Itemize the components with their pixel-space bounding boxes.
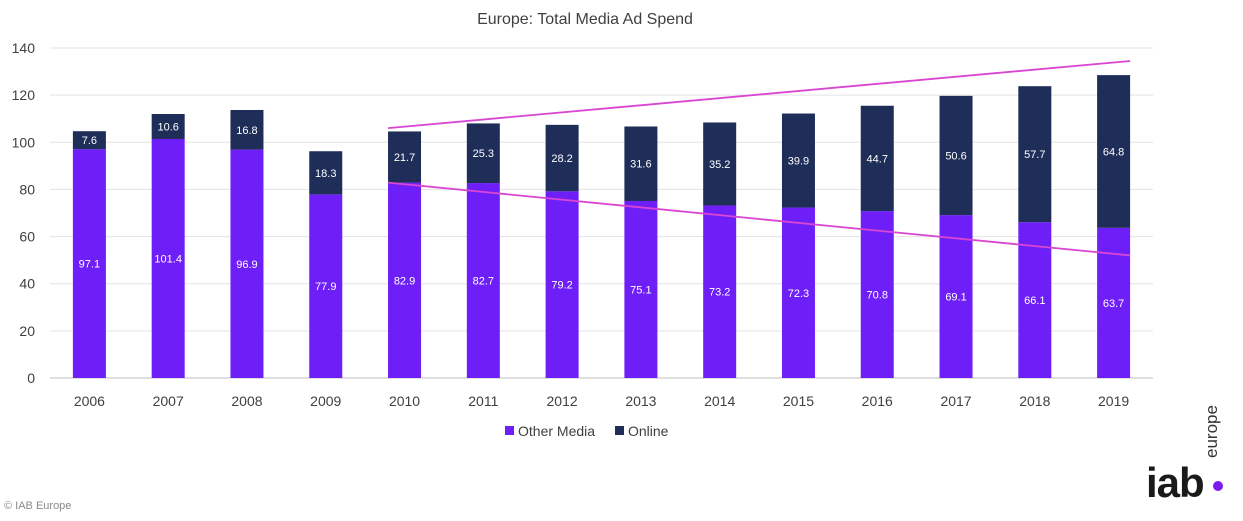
y-tick-label: 40 (19, 276, 35, 292)
bar-other-media (781, 207, 815, 378)
data-label: 16.8 (236, 125, 257, 137)
bar-other-media (860, 211, 894, 378)
x-tick-label: 2014 (704, 393, 735, 409)
x-tick-label: 2015 (783, 393, 814, 409)
x-tick-label: 2007 (153, 393, 184, 409)
bar-other-media (151, 138, 185, 378)
x-tick-label: 2012 (547, 393, 578, 409)
data-label: 7.6 (82, 135, 97, 147)
data-label: 10.6 (157, 121, 178, 133)
data-label: 79.2 (551, 280, 572, 292)
bar-online (151, 114, 185, 139)
bar-other-media (230, 149, 264, 378)
data-label: 82.7 (473, 276, 494, 288)
data-label: 28.2 (551, 153, 572, 165)
y-tick-label: 20 (19, 323, 35, 339)
bar-online (624, 126, 658, 201)
data-label: 18.3 (315, 168, 336, 180)
bar-online (939, 95, 973, 216)
bar-other-media (939, 215, 973, 378)
x-tick-label: 2008 (231, 393, 262, 409)
data-label: 25.3 (473, 148, 494, 160)
data-label: 77.9 (315, 281, 336, 293)
bar-other-media (1018, 222, 1052, 378)
iab-europe-logo: iab europe (1146, 405, 1238, 508)
x-tick-label: 2011 (468, 393, 498, 409)
data-labels: 97.1 7.6 101.4 10.6 96.9 16.8 77.9 18.3 82.9 21.7… (79, 121, 1125, 309)
data-label: 35.2 (709, 159, 730, 171)
bar-online (781, 113, 815, 208)
y-tick-label: 120 (12, 87, 36, 103)
y-axis: 0 20 40 60 80 100 120 140 (12, 40, 36, 386)
data-label: 75.1 (630, 284, 651, 296)
bar-online (1018, 86, 1052, 223)
bar-online (466, 123, 500, 184)
chart-title: Europe: Total Media Ad Spend (477, 11, 693, 28)
bar-online (545, 124, 579, 192)
data-label: 101.4 (154, 253, 182, 265)
data-label: 97.1 (79, 259, 100, 271)
trend-line (387, 60, 1131, 130)
data-label: 66.1 (1024, 295, 1045, 307)
bar-online (388, 131, 422, 183)
logo-side-text: europe (1202, 405, 1221, 458)
gridlines (50, 47, 1153, 379)
legend-label-online: Online (628, 423, 669, 439)
x-tick-label: 2010 (389, 393, 420, 409)
legend: Other Media Online (505, 423, 669, 439)
y-tick-label: 60 (19, 229, 35, 245)
x-tick-label: 2006 (74, 393, 105, 409)
bar-other-media (388, 182, 422, 378)
x-tick-label: 2019 (1098, 393, 1129, 409)
x-axis: 2006 2007 2008 2009 2010 2011 2012 2013 2014 2015… (74, 393, 1130, 409)
y-tick-label: 100 (12, 134, 36, 150)
data-label: 63.7 (1103, 298, 1124, 310)
y-tick-label: 80 (19, 181, 35, 197)
bar-online (309, 151, 343, 195)
bar-other-media (545, 191, 579, 378)
x-tick-label: 2016 (862, 393, 893, 409)
trend-line (387, 181, 1131, 257)
data-label: 70.8 (867, 290, 888, 302)
bar-online (1097, 75, 1131, 228)
logo-dot (1213, 481, 1223, 491)
x-tick-label: 2013 (625, 393, 656, 409)
data-label: 96.9 (236, 259, 257, 271)
x-tick-label: 2009 (310, 393, 341, 409)
bar-other-media (624, 200, 658, 378)
data-label: 21.7 (394, 152, 415, 164)
bar-online (72, 131, 106, 150)
legend-label-other-media: Other Media (518, 423, 595, 439)
x-tick-label: 2017 (940, 393, 971, 409)
data-label: 39.9 (788, 156, 809, 168)
bar-other-media (309, 194, 343, 378)
y-tick-label: 0 (27, 370, 35, 386)
trend-lines (387, 60, 1131, 257)
bar-online (703, 122, 737, 206)
x-tick-label: 2018 (1019, 393, 1050, 409)
data-label: 44.7 (867, 153, 888, 165)
data-label: 64.8 (1103, 146, 1124, 158)
data-label: 72.3 (788, 288, 809, 300)
data-label: 82.9 (394, 275, 415, 287)
copyright-text: © IAB Europe (4, 500, 72, 512)
data-label: 50.6 (945, 150, 966, 162)
bar-online (230, 109, 264, 150)
legend-swatch-other-media (505, 426, 514, 435)
legend-swatch-online (615, 426, 624, 435)
bar-other-media (72, 149, 106, 378)
data-label: 57.7 (1024, 149, 1045, 161)
bar-online (860, 105, 894, 212)
y-tick-label: 140 (12, 40, 36, 56)
data-label: 73.2 (709, 287, 730, 299)
bar-other-media (703, 205, 737, 378)
bar-other-media (466, 183, 500, 378)
bars (72, 75, 1131, 378)
data-label: 31.6 (630, 159, 651, 171)
logo-main-text: iab (1146, 459, 1205, 506)
data-label: 69.1 (945, 292, 966, 304)
